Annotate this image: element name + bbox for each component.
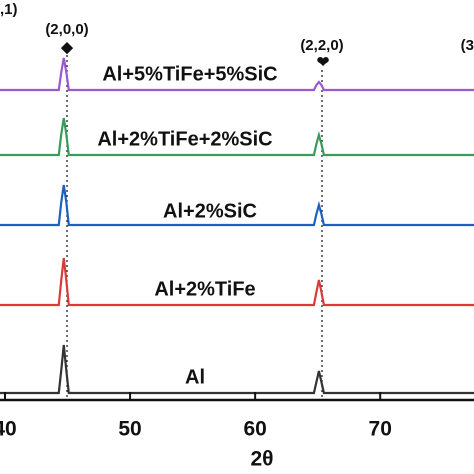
series-label: Al+5%TiFe+5%SiC [102, 63, 277, 85]
annotation: (2,2,0) [300, 37, 343, 54]
annotation: ◆ [60, 39, 73, 56]
series-label: Al+2%TiFe+2%SiC [97, 128, 272, 150]
xrd-trace [0, 257, 474, 307]
x-axis-label: 2θ [250, 448, 273, 471]
annotation: ,1) [0, 1, 18, 18]
series-label: Al+2%SiC [163, 200, 257, 222]
x-tick-label: 50 [118, 418, 141, 441]
x-tick-label: 40 [0, 418, 17, 441]
x-tick-label: 70 [369, 418, 392, 441]
xrd-trace [0, 57, 474, 92]
annotation: (2,0,0) [45, 21, 88, 38]
xrd-trace [0, 117, 474, 157]
annotation: (3 [461, 37, 474, 54]
x-tick-label: 60 [243, 418, 266, 441]
series-label: Al [185, 366, 205, 388]
xrd-trace [0, 344, 474, 395]
xrd-trace [0, 184, 474, 227]
series-label: Al+2%TiFe [154, 278, 255, 300]
annotation: ❤ [317, 54, 330, 71]
